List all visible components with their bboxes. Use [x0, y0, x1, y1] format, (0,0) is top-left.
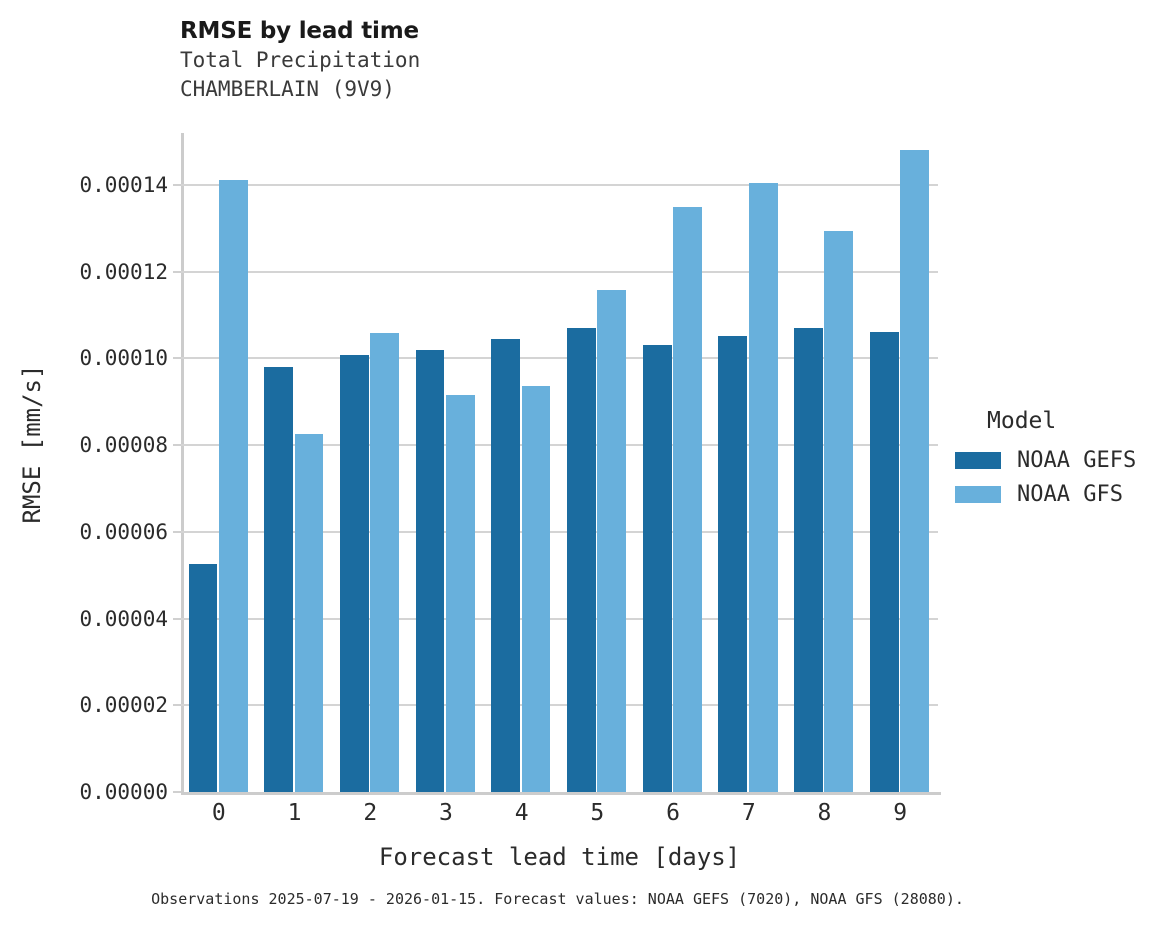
x-axis-tick-label: 6	[666, 800, 680, 826]
x-axis-tick-label: 9	[893, 800, 908, 826]
legend-item-label: NOAA GFS	[1017, 481, 1123, 507]
x-axis-tick-label: 7	[741, 800, 756, 826]
bar[interactable]	[370, 332, 400, 792]
bar[interactable]	[339, 355, 369, 792]
gridline	[181, 617, 938, 620]
gridline	[181, 444, 938, 447]
bar[interactable]	[642, 344, 672, 792]
bar[interactable]	[824, 230, 854, 792]
bar[interactable]	[900, 150, 929, 792]
gridline	[181, 357, 938, 360]
x-axis-tick-label: 2	[363, 800, 378, 826]
x-axis-spine	[181, 792, 941, 795]
legend-item[interactable]: NOAA GFS	[955, 477, 1170, 511]
bar[interactable]	[521, 385, 551, 792]
x-axis-tick-label: 5	[590, 800, 605, 826]
y-axis-tick-label: 0.00014	[79, 173, 168, 198]
legend: Model NOAA GEFS NOAA GFS	[955, 408, 1170, 511]
bar[interactable]	[445, 394, 475, 792]
y-axis-tick-label: 0.00002	[79, 693, 168, 718]
bar[interactable]	[718, 335, 748, 792]
legend-item[interactable]: NOAA GEFS	[955, 443, 1170, 477]
bar[interactable]	[869, 331, 899, 792]
y-axis-tick	[173, 530, 181, 533]
x-axis-tick-labels: 0 1 2 3 4 5 6 7 8 9	[181, 800, 938, 840]
y-axis-tick	[173, 704, 181, 707]
gridline	[181, 270, 938, 273]
y-axis-tick-labels: 0.00000 0.00002 0.00004 0.00006 0.00008 0.000…	[0, 133, 168, 804]
bar[interactable]	[597, 290, 627, 792]
y-axis-title: RMSE [mm/s]	[18, 364, 46, 524]
legend-entries: NOAA GEFS NOAA GFS	[955, 443, 1170, 511]
bar[interactable]	[294, 434, 324, 792]
bar[interactable]	[748, 182, 778, 792]
y-axis-tick	[173, 791, 181, 793]
y-axis-tick-label: 0.00006	[79, 519, 168, 544]
y-axis-tick	[173, 357, 181, 360]
x-axis-tick-label: 8	[817, 800, 832, 826]
y-axis-tick-label: 0.00012	[79, 259, 168, 284]
x-axis-tick-label: 0	[211, 800, 226, 826]
bar[interactable]	[188, 564, 218, 792]
y-axis-tick-label: 0.00008	[79, 433, 168, 458]
gridline	[181, 530, 938, 533]
y-axis-tick-label: 0.00000	[79, 780, 168, 804]
chart-subtitle: Total Precipitation	[180, 48, 421, 72]
page-title: RMSE by lead time	[180, 18, 419, 44]
y-axis-tick	[173, 184, 181, 187]
bar[interactable]	[567, 327, 596, 792]
plot-area	[173, 133, 938, 793]
bar[interactable]	[415, 350, 445, 792]
x-axis-title: Forecast lead time [days]	[378, 843, 741, 871]
y-axis-tick	[173, 270, 181, 273]
chart-caption: Observations 2025-07-19 - 2026-01-15. Fo…	[151, 890, 964, 908]
title-block: RMSE by lead time Total Precipitation CH…	[180, 16, 940, 104]
legend-title: Model	[987, 408, 1057, 434]
bar[interactable]	[491, 338, 521, 792]
x-axis-tick-label: 4	[514, 800, 529, 826]
legend-swatch-icon	[955, 451, 1001, 469]
bar[interactable]	[264, 367, 294, 792]
bar[interactable]	[218, 179, 248, 792]
y-axis-tick	[173, 617, 181, 620]
x-axis-tick-label: 1	[287, 800, 302, 826]
bar[interactable]	[794, 327, 823, 792]
y-axis-tick	[173, 444, 181, 447]
legend-swatch-icon	[955, 485, 1001, 503]
gridline	[181, 184, 938, 187]
gridline	[181, 704, 938, 707]
bar[interactable]	[673, 206, 702, 792]
y-axis-spine	[181, 133, 184, 795]
x-axis-tick-label: 3	[439, 800, 453, 826]
y-axis-tick-label: 0.00004	[79, 606, 168, 631]
legend-item-label: NOAA GEFS	[1017, 447, 1137, 473]
y-axis-tick-label: 0.00010	[79, 346, 168, 371]
chart-location-subtitle: CHAMBERLAIN (9V9)	[180, 77, 395, 101]
